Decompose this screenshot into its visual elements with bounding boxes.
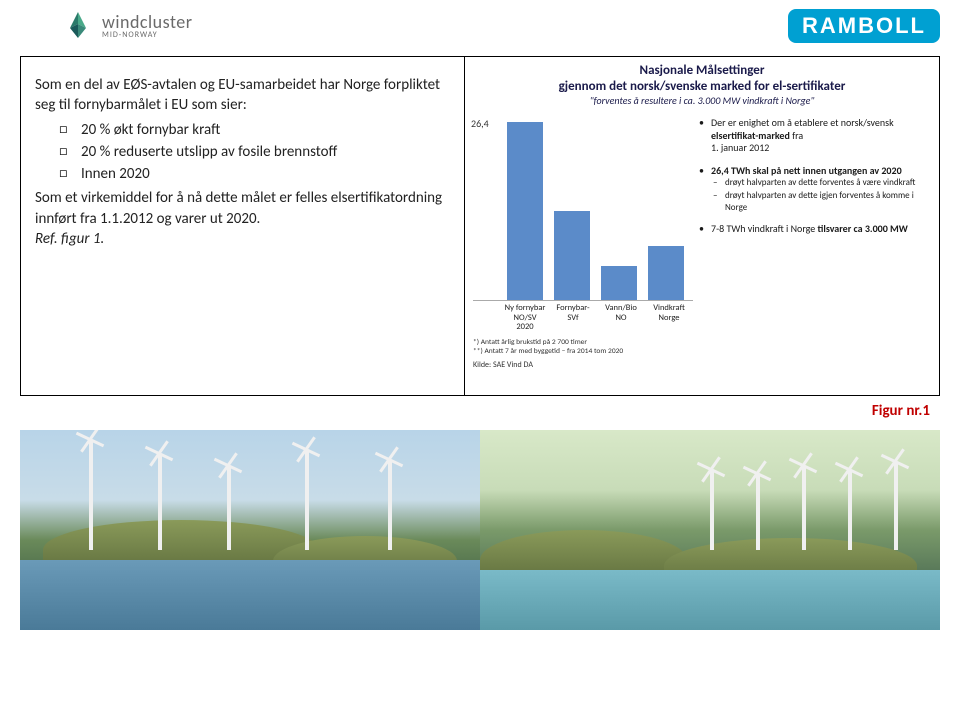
bullet-1: Der er enighet om å etablere et norsk/sv… [699,117,931,155]
windcluster-logo: windcluster MID-NORWAY [60,8,193,44]
chart-note-1: *) Antatt årlig brukstid på 2 700 timer [473,338,693,347]
chart-title: Nasjonale Målsettinger gjennom det norsk… [473,63,931,94]
photo-row [0,420,960,630]
logo-main: windcluster [102,13,193,31]
list-item: 20 % økt fornybar kraft [59,120,450,140]
chart-panel: Nasjonale Målsettinger gjennom det norsk… [465,56,940,396]
chart-title-2: gjennom det norsk/svenske marked for el-… [559,79,846,94]
wind-farm-photo-right [480,430,940,630]
sub-bullet: drøyt halvparten av dette igjen forvente… [711,190,931,213]
chart-source: Kilde: SAE Vind DA [473,360,693,370]
sub-bullet: drøyt halvparten av dette forventes å væ… [711,177,931,188]
chart-plot: 26,4 [473,111,693,301]
chart-body: 26,4 Ny fornybarNO/SV 2020Fornybar-SVfVa… [473,111,931,370]
left-text-panel: Som en del av EØS-avtalen og EU-samarbei… [20,56,465,396]
chart-area: 26,4 Ny fornybarNO/SV 2020Fornybar-SVfVa… [473,111,693,370]
bars-container [501,111,689,300]
bar [601,266,637,300]
content-row: Som en del av EØS-avtalen og EU-samarbei… [0,56,960,396]
bullet-3: 7-8 TWh vindkraft i Norge tilsvarer ca 3… [699,223,931,236]
ref-text: Ref. figur 1. [35,229,450,249]
bullet-2: 26,4 TWh skal på nett innen utgangen av … [699,165,931,213]
y-axis-label: 26,4 [471,117,489,130]
figure-label: Figur nr.1 [0,396,960,420]
chart-subtitle: "forventes å resultere i ca. 3.000 MW vi… [473,94,931,107]
x-label: Ny fornybarNO/SV 2020 [504,304,546,332]
intro-text: Som en del av EØS-avtalen og EU-samarbei… [35,75,450,116]
x-label: VindkraftNorge [648,304,690,332]
wind-farm-photo-left [20,430,480,630]
bar [554,211,590,300]
outro-text: Som et virkemiddel for å nå dette målet … [35,188,450,229]
bar [507,122,543,300]
goal-list: 20 % økt fornybar kraft 20 % reduserte u… [59,120,450,185]
chart-title-1: Nasjonale Målsettinger [640,63,765,78]
bar [648,246,684,300]
x-label: Vann/Bio NO [600,304,642,332]
list-item: 20 % reduserte utslipp av fosile brennst… [59,142,450,162]
ramboll-logo: RAMBOLL [788,9,940,43]
windcluster-icon [60,8,96,44]
chart-note-2: **) Antatt 7 år med byggetid – fra 2014 … [473,347,693,356]
side-bullets: Der er enighet om å etablere et norsk/sv… [699,111,931,370]
x-labels: Ny fornybarNO/SV 2020Fornybar-SVfVann/Bi… [473,304,693,332]
chart-notes: *) Antatt årlig brukstid på 2 700 timer … [473,338,693,356]
windcluster-text: windcluster MID-NORWAY [102,13,193,39]
x-label: Fornybar-SVf [552,304,594,332]
list-item: Innen 2020 [59,164,450,184]
page-header: windcluster MID-NORWAY RAMBOLL [0,0,960,56]
